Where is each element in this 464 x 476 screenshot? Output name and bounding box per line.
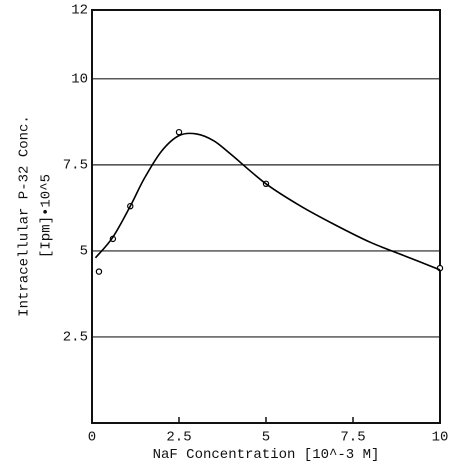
x-tick-label: 2.5 (166, 430, 191, 446)
y-axis-label: Intracellular P-32 Conc. (17, 115, 33, 317)
x-tick-label: 0 (88, 430, 96, 446)
x-axis-label: NaF Concentration [10^-3 M] (153, 447, 380, 463)
y-tick-label: 12 (71, 3, 88, 19)
y-tick-label: 2.5 (63, 330, 88, 346)
y-tick-label: 5 (80, 244, 88, 260)
fit-curve (94, 132, 441, 271)
x-tick-label: 7.5 (340, 430, 365, 446)
plot-frame (91, 9, 441, 424)
x-tick-label: 10 (432, 430, 449, 446)
y-axis-label: [Ipm]•10^5 (39, 174, 55, 258)
x-tick-label: 5 (262, 430, 270, 446)
y-tick-label: 10 (71, 72, 88, 88)
y-tick-label: 7.5 (63, 158, 88, 174)
data-point (95, 268, 103, 275)
